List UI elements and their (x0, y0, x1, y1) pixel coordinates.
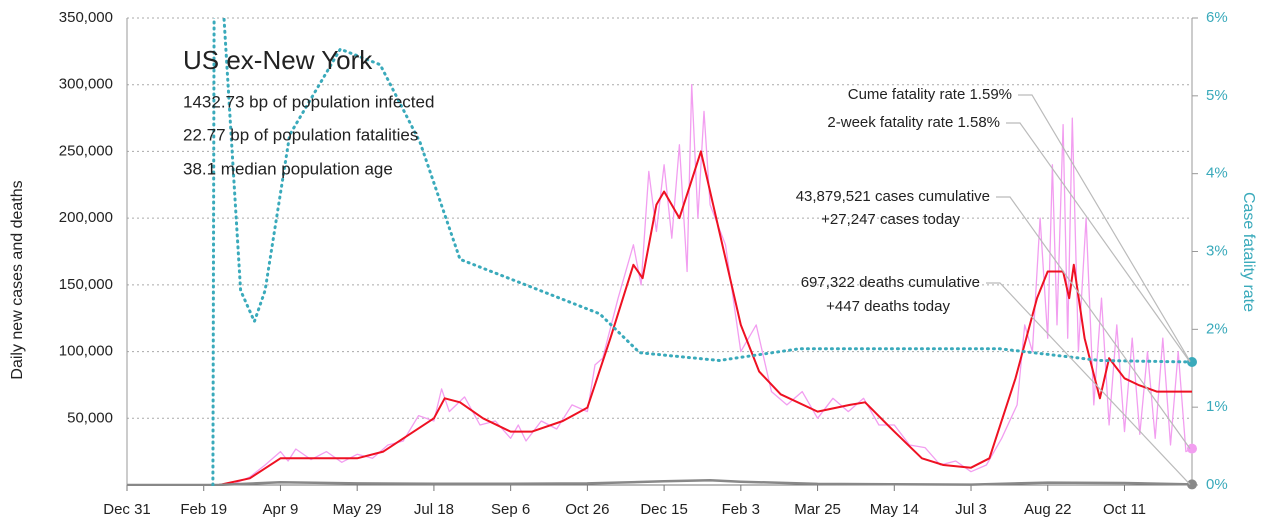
x-tick-label: Sep 6 (491, 501, 530, 518)
subtitle: 38.1 median population age (183, 159, 393, 178)
x-tick-label: Dec 15 (640, 501, 688, 518)
subtitle: 1432.73 bp of population infected (183, 92, 434, 111)
y-tick-label: 100,000 (59, 343, 113, 360)
y-tick-label: 350,000 (59, 9, 113, 26)
leader-line (1018, 94, 1191, 362)
y2-tick-label: 2% (1206, 320, 1228, 337)
y-tick-label: 50,000 (67, 409, 113, 426)
y2-tick-label: 0% (1206, 476, 1228, 493)
subtitle: 22.77 bp of population fatalities (183, 125, 418, 144)
x-tick-label: Aug 22 (1024, 501, 1072, 518)
y-tick-label: 200,000 (59, 209, 113, 226)
annotation: +447 deaths today (826, 298, 950, 315)
y2-axis-label: Case fatality rate (1240, 192, 1257, 312)
x-tick-label: Feb 3 (722, 501, 760, 518)
annotation: Cume fatality rate 1.59% (848, 86, 1012, 103)
x-tick-label: Feb 19 (180, 501, 227, 518)
y2-tick-label: 1% (1206, 398, 1228, 415)
y-tick-label: 300,000 (59, 76, 113, 93)
x-tick-label: Oct 11 (1103, 501, 1146, 518)
x-tick-label: Jul 3 (955, 501, 987, 518)
leader-line (986, 282, 1191, 485)
series-line (127, 479, 1192, 486)
y-axis-label: Daily new cases and deaths (9, 180, 26, 379)
y2-tick-label: 6% (1206, 9, 1228, 26)
annotation: 697,322 deaths cumulative (801, 274, 980, 291)
y2-tick-label: 4% (1206, 165, 1228, 182)
end-marker (1187, 479, 1197, 490)
y2-tick-label: 5% (1206, 87, 1228, 104)
end-marker (1187, 443, 1197, 454)
x-tick-label: Dec 31 (103, 501, 151, 518)
y2-tick-label: 3% (1206, 242, 1228, 259)
annotation: 2-week fatality rate 1.58% (827, 114, 1000, 131)
leader-line (996, 196, 1191, 449)
series-line (211, 18, 1192, 486)
annotation: +27,247 cases today (821, 211, 960, 228)
x-tick-label: Jul 18 (414, 501, 454, 518)
chart-title: US ex-New York (183, 45, 373, 75)
series-line (127, 150, 1192, 486)
x-tick-label: Apr 9 (263, 501, 299, 518)
x-tick-label: Mar 25 (794, 501, 841, 518)
x-tick-label: Oct 26 (565, 501, 609, 518)
x-tick-label: May 14 (870, 501, 919, 518)
x-tick-label: May 29 (333, 501, 382, 518)
leader-line (1006, 122, 1191, 363)
y-tick-label: 250,000 (59, 142, 113, 159)
annotation: 43,879,521 cases cumulative (796, 188, 990, 205)
y-tick-label: 150,000 (59, 276, 113, 293)
